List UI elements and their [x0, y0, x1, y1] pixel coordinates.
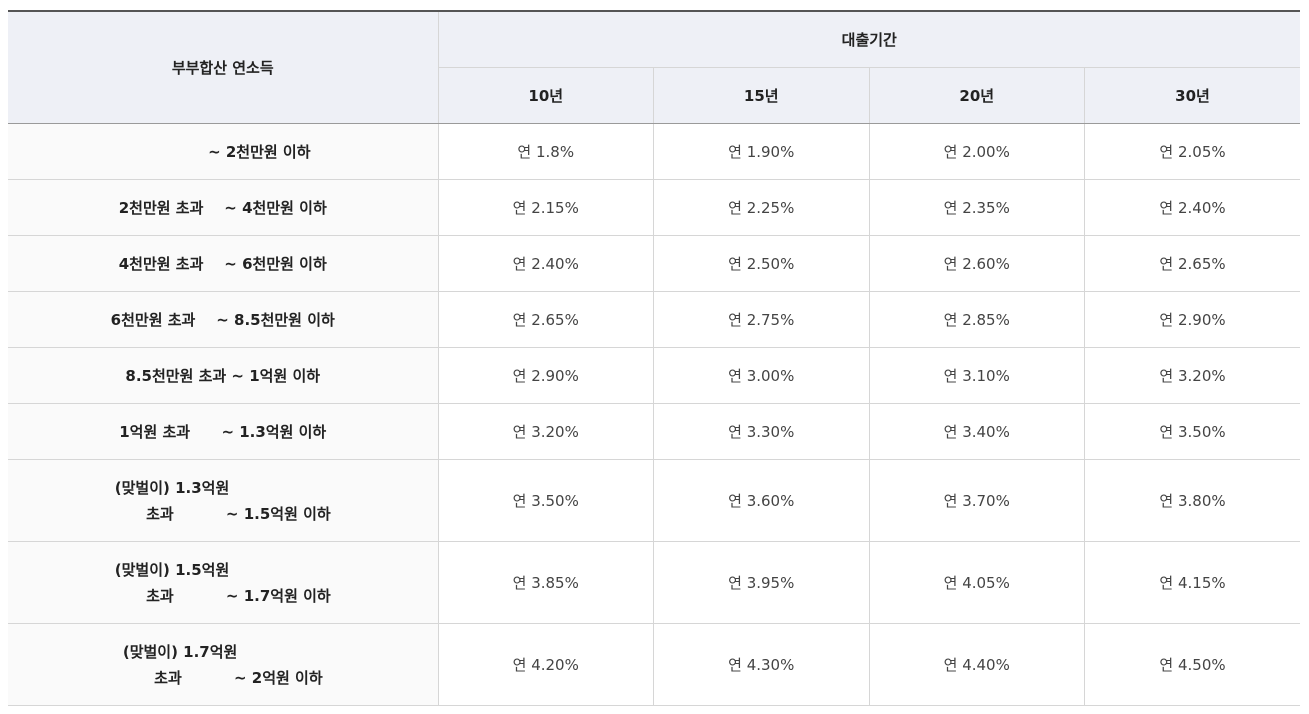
- table-header: 부부합산 연소득 대출기간 10년 15년 20년 30년: [8, 10, 1301, 124]
- table-row: 6천만원 초과 ~ 8.5천만원 이하 연 2.65% 연 2.75% 연 2.…: [8, 291, 1301, 348]
- income-range-cell: (맞벌이) 1.3억원 초과 ~ 1.5억원 이하: [8, 459, 439, 542]
- table-row: 1억원 초과 ~ 1.3억원 이하 연 3.20% 연 3.30% 연 3.40…: [8, 403, 1301, 460]
- rate-cell-10y: 연 3.50%: [437, 459, 654, 542]
- income-range-label: 1억원 초과 ~ 1.3억원 이하: [119, 422, 327, 441]
- income-range-label: 4천만원 초과 ~ 6천만원 이하: [118, 254, 327, 273]
- rate-cell-30y: 연 3.80%: [1084, 459, 1301, 542]
- rate-cell-30y: 연 3.50%: [1084, 403, 1301, 460]
- rate-cell-10y: 연 2.15%: [437, 179, 654, 236]
- loan-rate-table: 부부합산 연소득 대출기간 10년 15년 20년 30년 ~ 2천만원 이하 …: [8, 10, 1301, 706]
- table-row: 8.5천만원 초과 ~ 1억원 이하 연 2.90% 연 3.00% 연 3.1…: [8, 347, 1301, 404]
- rate-cell-20y: 연 2.85%: [868, 291, 1085, 348]
- income-range-cell: 8.5천만원 초과 ~ 1억원 이하: [8, 347, 439, 404]
- income-column-header: 부부합산 연소득: [8, 10, 439, 124]
- term-header-15y: 15년: [653, 67, 870, 124]
- rate-cell-20y: 연 4.40%: [868, 623, 1085, 706]
- rate-cell-30y: 연 2.05%: [1084, 123, 1301, 180]
- rate-cell-20y: 연 2.35%: [868, 179, 1085, 236]
- table-row: 4천만원 초과 ~ 6천만원 이하 연 2.40% 연 2.50% 연 2.60…: [8, 235, 1301, 292]
- income-range-cell: 1억원 초과 ~ 1.3억원 이하: [8, 403, 439, 460]
- header-row-top: 부부합산 연소득 대출기간: [8, 10, 1301, 124]
- rate-cell-30y: 연 3.20%: [1084, 347, 1301, 404]
- income-range-cell: 4천만원 초과 ~ 6천만원 이하: [8, 235, 439, 292]
- rate-cell-15y: 연 3.00%: [653, 347, 870, 404]
- rate-cell-10y: 연 3.20%: [437, 403, 654, 460]
- rate-cell-10y: 연 2.90%: [437, 347, 654, 404]
- table-row: (맞벌이) 1.5억원 초과 ~ 1.7억원 이하 연 3.85% 연 3.95…: [8, 541, 1301, 624]
- income-range-label: (맞벌이) 1.5억원 초과 ~ 1.7억원 이하: [114, 560, 331, 605]
- rate-cell-15y: 연 2.75%: [653, 291, 870, 348]
- rate-cell-30y: 연 2.90%: [1084, 291, 1301, 348]
- table-row: (맞벌이) 1.3억원 초과 ~ 1.5억원 이하 연 3.50% 연 3.60…: [8, 459, 1301, 542]
- income-range-label: ~ 2천만원 이하: [134, 142, 311, 161]
- income-range-label: 8.5천만원 초과 ~ 1억원 이하: [125, 366, 321, 385]
- income-range-label: 2천만원 초과 ~ 4천만원 이하: [118, 198, 327, 217]
- term-header-30y: 30년: [1084, 67, 1301, 124]
- rate-cell-20y: 연 2.60%: [868, 235, 1085, 292]
- rate-cell-15y: 연 4.30%: [653, 623, 870, 706]
- income-range-cell: 2천만원 초과 ~ 4천만원 이하: [8, 179, 439, 236]
- income-range-label: 6천만원 초과 ~ 8.5천만원 이하: [110, 310, 335, 329]
- income-range-label: (맞벌이) 1.7억원 초과 ~ 2억원 이하: [122, 642, 323, 687]
- income-range-cell: 6천만원 초과 ~ 8.5천만원 이하: [8, 291, 439, 348]
- term-header-10y: 10년: [438, 67, 654, 124]
- table-row: (맞벌이) 1.7억원 초과 ~ 2억원 이하 연 4.20% 연 4.30% …: [8, 623, 1301, 706]
- rate-cell-10y: 연 3.85%: [437, 541, 654, 624]
- income-range-label: (맞벌이) 1.3억원 초과 ~ 1.5억원 이하: [114, 478, 331, 523]
- rate-table-container: 부부합산 연소득 대출기간 10년 15년 20년 30년 ~ 2천만원 이하 …: [8, 10, 1301, 706]
- rate-cell-20y: 연 4.05%: [868, 541, 1085, 624]
- rate-cell-10y: 연 2.65%: [437, 291, 654, 348]
- income-range-cell: ~ 2천만원 이하: [8, 123, 439, 180]
- rate-cell-30y: 연 2.65%: [1084, 235, 1301, 292]
- income-range-cell: (맞벌이) 1.7억원 초과 ~ 2억원 이하: [8, 623, 439, 706]
- rate-cell-10y: 연 4.20%: [437, 623, 654, 706]
- rate-cell-15y: 연 2.25%: [653, 179, 870, 236]
- rate-cell-10y: 연 2.40%: [437, 235, 654, 292]
- rate-cell-10y: 연 1.8%: [437, 123, 654, 180]
- term-header-20y: 20년: [868, 67, 1085, 124]
- table-body: ~ 2천만원 이하 연 1.8% 연 1.90% 연 2.00% 연 2.05%…: [8, 123, 1301, 706]
- table-row: 2천만원 초과 ~ 4천만원 이하 연 2.15% 연 2.25% 연 2.35…: [8, 179, 1301, 236]
- rate-cell-20y: 연 3.70%: [868, 459, 1085, 542]
- rate-cell-15y: 연 2.50%: [653, 235, 870, 292]
- rate-cell-15y: 연 3.95%: [653, 541, 870, 624]
- rate-cell-30y: 연 2.40%: [1084, 179, 1301, 236]
- rate-cell-15y: 연 1.90%: [653, 123, 870, 180]
- rate-cell-20y: 연 2.00%: [868, 123, 1085, 180]
- rate-cell-15y: 연 3.30%: [653, 403, 870, 460]
- rate-cell-30y: 연 4.50%: [1084, 623, 1301, 706]
- rate-cell-30y: 연 4.15%: [1084, 541, 1301, 624]
- rate-cell-20y: 연 3.40%: [868, 403, 1085, 460]
- rate-cell-20y: 연 3.10%: [868, 347, 1085, 404]
- table-row: ~ 2천만원 이하 연 1.8% 연 1.90% 연 2.00% 연 2.05%: [8, 123, 1301, 180]
- rate-cell-15y: 연 3.60%: [653, 459, 870, 542]
- term-group-header: 대출기간: [437, 10, 1301, 68]
- income-range-cell: (맞벌이) 1.5억원 초과 ~ 1.7억원 이하: [8, 541, 439, 624]
